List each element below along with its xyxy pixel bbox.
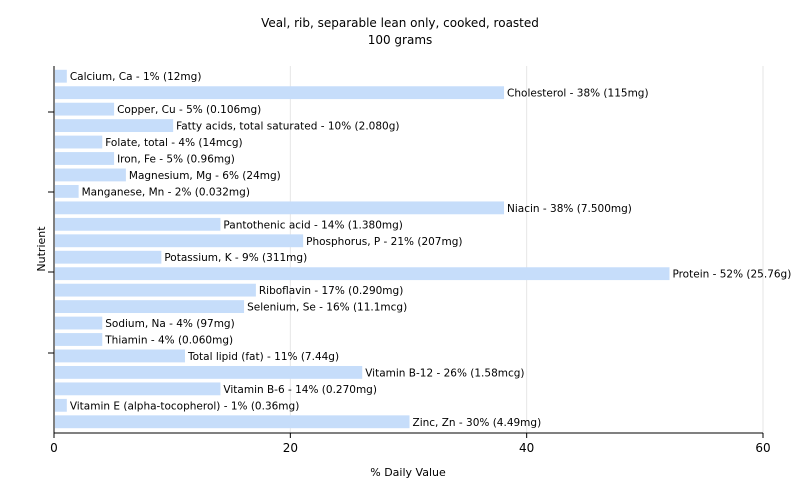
bar-20 bbox=[55, 398, 67, 412]
bar-6 bbox=[55, 168, 126, 182]
bar-label-6: Magnesium, Mg - 6% (24mg) bbox=[129, 170, 281, 182]
bar-17 bbox=[55, 349, 185, 363]
bar-label-15: Sodium, Na - 4% (97mg) bbox=[105, 318, 234, 330]
bar-16 bbox=[55, 333, 103, 346]
plot-area: Calcium, Ca - 1% (12mg) Cholesterol - 38%… bbox=[48, 66, 791, 455]
bar-18 bbox=[55, 365, 363, 379]
bar-label-3: Fatty acids, total saturated - 10% (2.08… bbox=[176, 121, 399, 133]
x-tick-label-0: 0 bbox=[50, 441, 58, 455]
bar-label-4: Folate, total - 4% (14mcg) bbox=[105, 137, 242, 149]
bar-label-21: Zinc, Zn - 30% (4.49mg) bbox=[413, 417, 542, 429]
bar-5 bbox=[55, 152, 115, 165]
x-tick-label-2: 40 bbox=[519, 441, 534, 455]
bar-label-17: Total lipid (fat) - 11% (7.44g) bbox=[187, 351, 339, 363]
bar-label-1: Cholesterol - 38% (115mg) bbox=[507, 88, 649, 100]
bar-3 bbox=[55, 119, 174, 133]
bar-13 bbox=[55, 283, 256, 297]
bar-2 bbox=[55, 102, 115, 116]
bar-label-18: Vitamin B-12 - 26% (1.58mcg) bbox=[365, 367, 524, 379]
bar-label-11: Potassium, K - 9% (311mg) bbox=[164, 252, 307, 264]
bar-label-20: Vitamin E (alpha-tocopherol) - 1% (0.36m… bbox=[70, 400, 299, 412]
bar-label-19: Vitamin B-6 - 14% (0.270mg) bbox=[223, 384, 377, 396]
x-tick-label-1: 20 bbox=[283, 441, 298, 455]
bar-11 bbox=[55, 250, 162, 264]
y-axis-title: Nutrient bbox=[35, 226, 48, 272]
bar-9 bbox=[55, 217, 221, 231]
bar-12 bbox=[55, 267, 670, 281]
bar-7 bbox=[55, 184, 79, 198]
bar-label-0: Calcium, Ca - 1% (12mg) bbox=[70, 71, 202, 83]
bar-label-5: Iron, Fe - 5% (0.96mg) bbox=[117, 154, 235, 166]
bar-label-16: Thiamin - 4% (0.060mg) bbox=[104, 335, 233, 347]
bar-15 bbox=[55, 316, 103, 330]
bar-label-10: Phosphorus, P - 21% (207mg) bbox=[306, 236, 462, 248]
bar-label-14: Selenium, Se - 16% (11.1mcg) bbox=[247, 302, 407, 314]
bar-label-7: Manganese, Mn - 2% (0.032mg) bbox=[82, 186, 250, 198]
bar-21 bbox=[55, 415, 410, 429]
bar-14 bbox=[55, 300, 245, 314]
x-tick-label-3: 60 bbox=[755, 441, 770, 455]
bar-label-2: Copper, Cu - 5% (0.106mg) bbox=[117, 104, 261, 116]
bar-10 bbox=[55, 234, 304, 248]
bar-label-12: Protein - 52% (25.76g) bbox=[672, 269, 791, 281]
chart-title: Veal, rib, separable lean only, cooked, … bbox=[261, 16, 539, 30]
bar-label-8: Niacin - 38% (7.500mg) bbox=[507, 203, 632, 215]
bar-0 bbox=[55, 69, 67, 83]
chart-subtitle: 100 grams bbox=[368, 33, 433, 47]
bar-label-13: Riboflavin - 17% (0.290mg) bbox=[259, 285, 403, 297]
bar-4 bbox=[55, 135, 103, 149]
bar-label-9: Pantothenic acid - 14% (1.380mg) bbox=[223, 219, 402, 231]
x-axis-title: % Daily Value bbox=[370, 466, 446, 479]
bar-1 bbox=[55, 86, 505, 100]
bar-19 bbox=[55, 382, 221, 396]
bar-8 bbox=[55, 201, 505, 215]
